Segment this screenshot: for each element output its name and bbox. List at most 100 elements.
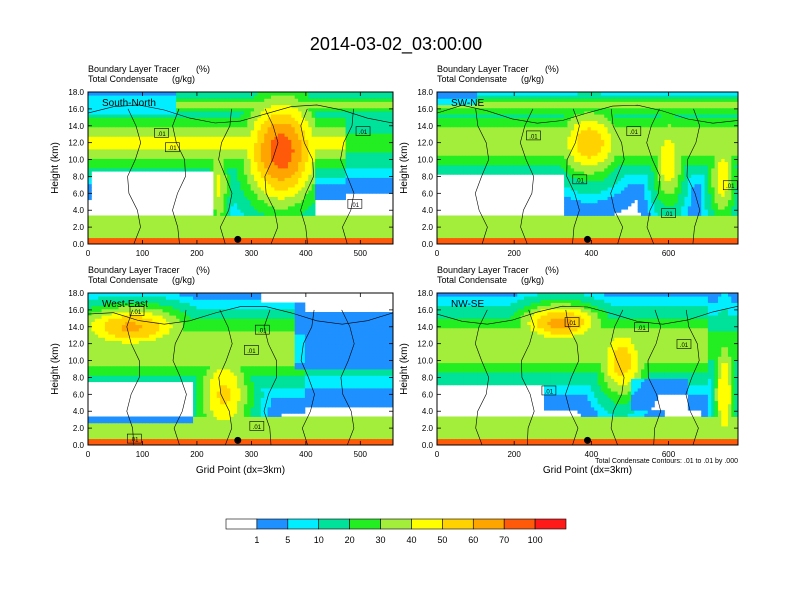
header-tracer-south-north: Boundary Layer Tracer bbox=[88, 64, 180, 74]
x-axis-label-west-east: Grid Point (dx=3km) bbox=[196, 465, 285, 476]
y-axis-label-west-east: Height (km) bbox=[50, 343, 61, 395]
condensate-contours-west-east bbox=[87, 306, 394, 446]
y-tick-label: 6.0 bbox=[422, 189, 434, 198]
cross-section-label-south-north: South-North bbox=[102, 98, 156, 109]
tracer-field-west-east bbox=[88, 293, 394, 446]
y-tick-label: 8.0 bbox=[422, 172, 434, 181]
y-tick-label: 12.0 bbox=[68, 340, 84, 349]
contour-label: .01 bbox=[247, 349, 256, 355]
y-tick-label: 6.0 bbox=[422, 390, 434, 399]
panel-sw-ne: Boundary Layer Tracer (%) Total Condensate… bbox=[399, 64, 739, 258]
y-tick-label: 14.0 bbox=[417, 122, 433, 131]
x-tick-label: 500 bbox=[354, 249, 368, 258]
cross-section-label-sw-ne: SW-NE bbox=[451, 98, 484, 109]
y-tick-label: 14.0 bbox=[417, 323, 433, 332]
y-tick-label: 12.0 bbox=[417, 340, 433, 349]
plot-frame-nw-se bbox=[436, 292, 739, 446]
y-tick-label: 6.0 bbox=[73, 390, 85, 399]
y-tick-label: 8.0 bbox=[73, 373, 85, 382]
y-tick-label: 18.0 bbox=[68, 289, 84, 298]
y-tick-label: 4.0 bbox=[73, 407, 85, 416]
cross-section-label-west-east: West-East bbox=[102, 299, 148, 310]
colorbar-swatch bbox=[349, 518, 381, 530]
contour-label: .01 bbox=[133, 310, 142, 316]
colorbar-label: 50 bbox=[437, 535, 447, 545]
cross-section-label-nw-se: NW-SE bbox=[451, 299, 484, 310]
y-tick-label: 8.0 bbox=[422, 373, 434, 382]
header-condensate-unit-sw-ne: (g/kg) bbox=[521, 74, 544, 84]
y-tick-label: 10.0 bbox=[417, 357, 433, 366]
y-axis-label-nw-se: Height (km) bbox=[399, 343, 410, 395]
location-marker-nw-se bbox=[584, 436, 591, 444]
contour-label: .01 bbox=[637, 326, 646, 332]
y-axis-label-south-north: Height (km) bbox=[50, 142, 61, 194]
contour-label: .01 bbox=[545, 389, 554, 395]
x-tick-label: 600 bbox=[662, 249, 676, 258]
colorbar-label: 100 bbox=[528, 535, 543, 545]
x-tick-label: 600 bbox=[662, 450, 676, 459]
y-tick-label: 4.0 bbox=[422, 407, 434, 416]
plot-frame-west-east bbox=[87, 292, 394, 446]
y-tick-label: 10.0 bbox=[68, 357, 84, 366]
colorbar-label: 5 bbox=[285, 535, 290, 545]
y-tick-label: 2.0 bbox=[73, 223, 85, 232]
y-tick-label: 14.0 bbox=[68, 122, 84, 131]
y-tick-label: 18.0 bbox=[417, 88, 433, 97]
contour-label: .01 bbox=[157, 132, 166, 138]
panel-nw-se: Boundary Layer Tracer (%) Total Condensate… bbox=[399, 265, 739, 476]
x-tick-label: 300 bbox=[245, 249, 259, 258]
header-condensate-unit-west-east: (g/kg) bbox=[172, 275, 195, 285]
y-axis-label-sw-ne: Height (km) bbox=[399, 142, 410, 194]
y-tick-label: 2.0 bbox=[73, 424, 85, 433]
tracer-field-sw-ne bbox=[437, 92, 739, 245]
panel-south-north: Boundary Layer Tracer (%) Total Condensate… bbox=[50, 64, 394, 258]
y-tick-label: 16.0 bbox=[68, 306, 84, 315]
header-condensate-west-east: Total Condensate bbox=[88, 275, 158, 285]
x-tick-label: 100 bbox=[136, 249, 150, 258]
location-marker-sw-ne bbox=[584, 235, 591, 243]
colorbar-swatch bbox=[534, 518, 567, 530]
colorbar-swatch bbox=[256, 518, 289, 530]
y-tick-label: 2.0 bbox=[422, 424, 434, 433]
colorbar-label: 20 bbox=[345, 535, 355, 545]
colorbar-swatch bbox=[225, 518, 258, 530]
header-condensate-unit-south-north: (g/kg) bbox=[172, 74, 195, 84]
condensate-contours-nw-se bbox=[436, 305, 739, 446]
y-tick-label: 0.0 bbox=[422, 240, 434, 249]
y-tick-label: 0.0 bbox=[73, 441, 85, 450]
location-marker-south-north bbox=[234, 235, 242, 243]
condensate-contours-sw-ne bbox=[436, 104, 739, 245]
contour-label: .01 bbox=[680, 343, 689, 349]
y-tick-label: 18.0 bbox=[68, 88, 84, 97]
y-tick-label: 16.0 bbox=[68, 105, 84, 114]
header-tracer-unit-nw-se: (%) bbox=[545, 265, 559, 275]
y-tick-label: 2.0 bbox=[422, 223, 434, 232]
y-tick-label: 12.0 bbox=[68, 139, 84, 148]
contour-note: Total Condensate Contours: .01 to .01 by… bbox=[595, 458, 738, 465]
tracer-field-nw-se bbox=[437, 293, 739, 446]
y-tick-label: 18.0 bbox=[417, 289, 433, 298]
y-tick-label: 10.0 bbox=[68, 156, 84, 165]
colorbar-label: 60 bbox=[468, 535, 478, 545]
header-tracer-nw-se: Boundary Layer Tracer bbox=[437, 265, 529, 275]
y-tick-label: 12.0 bbox=[417, 139, 433, 148]
contour-label: .01 bbox=[726, 184, 735, 190]
header-condensate-unit-nw-se: (g/kg) bbox=[521, 275, 544, 285]
colorbar: 1 5 10 20 30 40 50 60 70 100 bbox=[225, 518, 567, 545]
colorbar-swatch bbox=[503, 518, 536, 530]
x-axis-label-nw-se: Grid Point (dx=3km) bbox=[543, 465, 632, 476]
x-tick-label: 400 bbox=[585, 249, 599, 258]
y-tick-label: 14.0 bbox=[68, 323, 84, 332]
x-tick-label: 400 bbox=[299, 450, 313, 459]
figure-title: 2014-03-02_03:00:00 bbox=[310, 34, 482, 55]
header-tracer-sw-ne: Boundary Layer Tracer bbox=[437, 64, 529, 74]
colorbar-label: 30 bbox=[376, 535, 386, 545]
x-tick-label: 500 bbox=[354, 450, 368, 459]
header-condensate-sw-ne: Total Condensate bbox=[437, 74, 507, 84]
condensate-contours-south-north bbox=[87, 104, 394, 245]
y-tick-label: 16.0 bbox=[417, 306, 433, 315]
y-tick-label: 0.0 bbox=[422, 441, 434, 450]
header-tracer-west-east: Boundary Layer Tracer bbox=[88, 265, 180, 275]
plot-frame-sw-ne bbox=[436, 91, 739, 245]
